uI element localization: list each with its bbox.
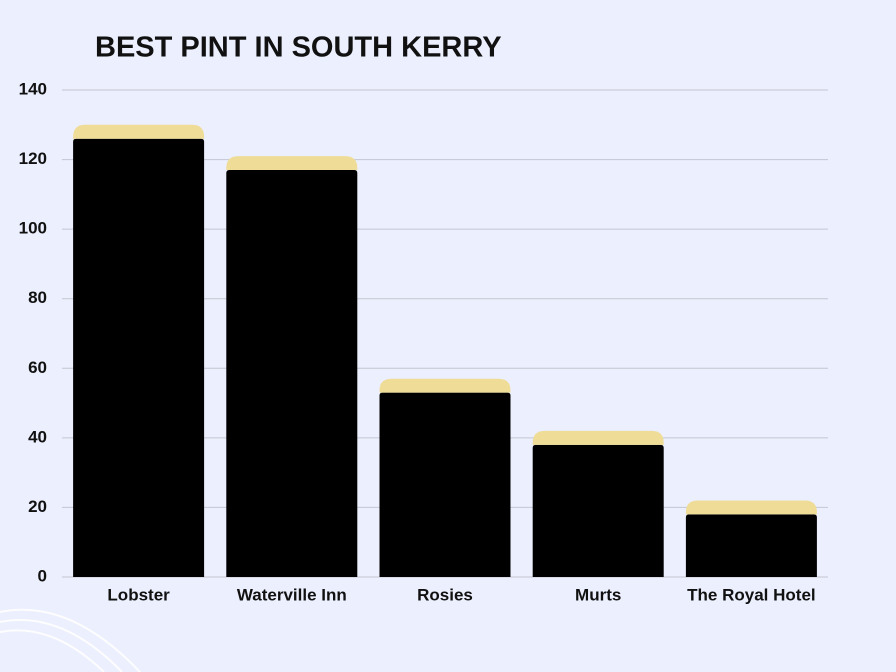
- bar-segment: [73, 138, 205, 577]
- y-tick-label: 40: [28, 427, 47, 446]
- chart-title: BEST PINT IN SOUTH KERRY: [95, 32, 502, 64]
- x-tick-label: Lobster: [107, 585, 170, 604]
- y-tick-label: 100: [19, 219, 47, 238]
- bar-segment: [379, 378, 511, 393]
- bar-segment: [226, 170, 358, 577]
- bar-segment: [685, 514, 817, 577]
- y-tick-label: 120: [19, 149, 47, 168]
- bar-segment: [685, 500, 817, 515]
- x-tick-label: Murts: [575, 585, 621, 604]
- bar-segment: [532, 430, 664, 445]
- y-tick-label: 0: [38, 566, 47, 585]
- x-tick-label: Rosies: [417, 585, 473, 604]
- bar-segment: [73, 124, 205, 139]
- bar-segment: [532, 444, 664, 577]
- bar-segment: [379, 392, 511, 577]
- x-tick-label: Waterville Inn: [237, 585, 347, 604]
- bar-segment: [226, 156, 358, 171]
- y-tick-label: 60: [28, 358, 47, 377]
- x-tick-label: The Royal Hotel: [687, 585, 815, 604]
- y-tick-label: 20: [28, 497, 47, 516]
- y-tick-label: 80: [28, 288, 47, 307]
- decoration: [0, 608, 141, 672]
- y-tick-label: 140: [19, 79, 47, 98]
